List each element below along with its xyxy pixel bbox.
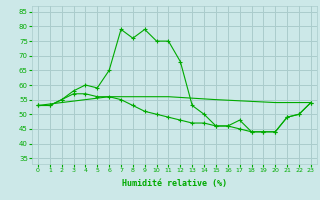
X-axis label: Humidité relative (%): Humidité relative (%)	[122, 179, 227, 188]
